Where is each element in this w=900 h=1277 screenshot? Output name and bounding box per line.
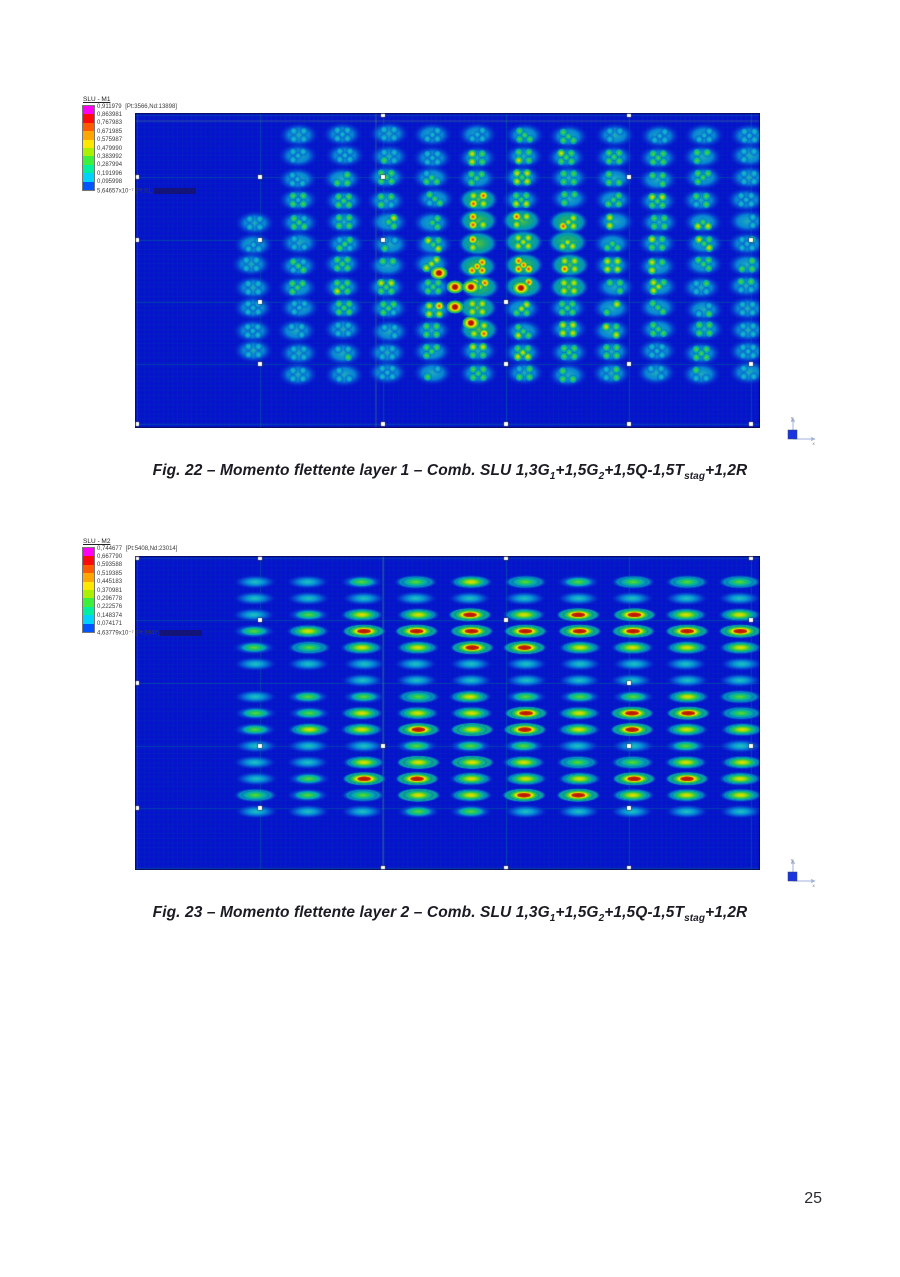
legend-min-value: 4,63779x10⁻⁷ [Pt:3947, xyxy=(97,629,203,638)
legend-min-value: 5,64657x10⁻⁷ [Pt:81, xyxy=(97,187,196,196)
legend-color-band xyxy=(83,581,94,591)
axis-triad-icon: y x xyxy=(787,416,816,446)
caption-subscript: stag xyxy=(684,471,706,483)
legend-value: 0,222576 xyxy=(97,604,123,611)
legend-title: SLU - M2 xyxy=(83,538,111,545)
legend-value: 0,744677 [Pt:5408,Nd:23014] xyxy=(97,545,178,552)
legend-color-band xyxy=(83,548,94,557)
legend-color-band xyxy=(83,615,94,624)
page-number: 25 xyxy=(804,1190,822,1207)
axis-right-label: x xyxy=(813,441,816,446)
legend-value: 0,671985 xyxy=(97,128,123,135)
contour-legend-layer2: SLU - M2 0,744677 [Pt:5408,Nd:23014] 0,667… xyxy=(82,538,237,643)
caption-subscript: 1 xyxy=(549,471,556,483)
legend-value: 0,191996 xyxy=(97,170,123,177)
legend-value: 0,383992 xyxy=(97,153,123,160)
legend-color-band xyxy=(83,564,94,574)
legend-value: 0,479990 xyxy=(97,145,123,152)
caption-subscript: 2 xyxy=(598,913,605,925)
legend-color-band xyxy=(83,164,94,174)
legend-colorbar xyxy=(82,105,95,191)
legend-color-band xyxy=(83,573,94,582)
legend-value: 0,148374 xyxy=(97,612,123,619)
legend-labels: 0,744677 [Pt:5408,Nd:23014] 0,667790 0,593… xyxy=(97,545,237,643)
contour-plot-layer1 xyxy=(135,113,760,428)
legend-color-band xyxy=(83,114,94,123)
legend-value: 0,445183 xyxy=(97,579,123,586)
caption-subscript: 1 xyxy=(549,913,556,925)
contour-plot-layer2 xyxy=(135,556,760,870)
legend-max-location: [Pt:3566,Nd:13898] xyxy=(123,103,177,110)
legend-value: 0,074171 xyxy=(97,621,123,628)
legend-value: 0,667790 xyxy=(97,553,123,560)
legend-value: 0,370981 xyxy=(97,587,123,594)
figure-caption-23: Fig. 23 – Momento flettente layer 2 – Co… xyxy=(152,904,748,925)
legend-color-band xyxy=(83,181,94,191)
legend-value: 0,287994 xyxy=(97,162,123,169)
legend-colorbar xyxy=(82,547,95,633)
highlighted-node-ref xyxy=(160,629,203,636)
legend-labels: 0,911979 [Pt:3566,Nd:13898] 0,863981 0,767… xyxy=(97,103,237,201)
highlighted-node-ref xyxy=(153,187,196,194)
legend-color-band xyxy=(83,590,94,599)
legend-value: 0,911979 [Pt:3566,Nd:13898] xyxy=(97,103,177,110)
origin-square-icon xyxy=(787,871,798,882)
origin-square-icon xyxy=(787,429,798,440)
figure-caption-22: Fig. 22 – Momento flettente layer 1 – Co… xyxy=(152,462,748,483)
legend-value: 0,863981 xyxy=(97,111,123,118)
legend-color-band xyxy=(83,131,94,140)
legend-color-band xyxy=(83,598,94,607)
legend-value: 0,519385 xyxy=(97,570,123,577)
legend-value: 0,296778 xyxy=(97,595,123,602)
axis-right-label: x xyxy=(813,883,816,888)
legend-value: 0,095998 xyxy=(97,179,123,186)
legend-color-band xyxy=(83,606,94,616)
legend-body: 0,744677 [Pt:5408,Nd:23014] 0,667790 0,593… xyxy=(82,545,237,643)
legend-value: 0,575987 xyxy=(97,137,123,144)
legend-color-band xyxy=(83,156,94,165)
legend-color-band xyxy=(83,623,94,633)
legend-value: 0,767983 xyxy=(97,120,123,127)
legend-color-band xyxy=(83,122,94,132)
caption-subscript: 2 xyxy=(598,471,605,483)
axis-up-label: y xyxy=(791,416,794,421)
legend-color-band xyxy=(83,139,94,149)
legend-color-band xyxy=(83,173,94,182)
caption-subscript: stag xyxy=(684,913,706,925)
legend-body: 0,911979 [Pt:3566,Nd:13898] 0,863981 0,767… xyxy=(82,103,237,201)
legend-color-band xyxy=(83,106,94,115)
axis-triad-icon: y x xyxy=(787,858,816,888)
axis-up-label: y xyxy=(791,858,794,863)
legend-color-band xyxy=(83,556,94,565)
legend-color-band xyxy=(83,148,94,157)
legend-max-location: [Pt:5408,Nd:23014] xyxy=(124,545,178,552)
contour-legend-layer1: SLU - M1 0,911979 [Pt:3566,Nd:13898] 0,863… xyxy=(82,96,237,201)
legend-value: 0,593588 xyxy=(97,562,123,569)
legend-title: SLU - M1 xyxy=(83,96,111,103)
